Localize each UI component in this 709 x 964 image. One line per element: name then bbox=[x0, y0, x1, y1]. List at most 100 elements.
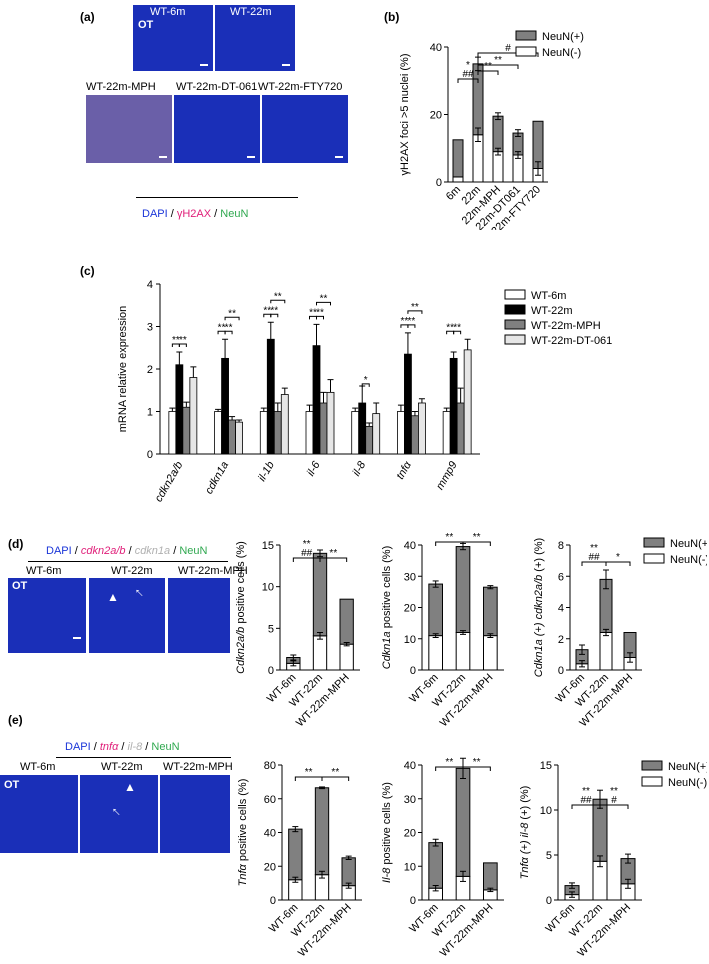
bar-wt-6m bbox=[214, 411, 222, 455]
y-tick-label: 8 bbox=[558, 540, 564, 552]
significance-bracket bbox=[477, 52, 539, 57]
tile-caption-a-dt061: WT-22m-DT-061 bbox=[176, 81, 258, 93]
y-tick-label: 80 bbox=[264, 760, 276, 772]
significance-label: ** bbox=[179, 335, 187, 346]
bar-wt-22m bbox=[175, 364, 184, 455]
y-axis-label-italic: Cdkn1a bbox=[381, 631, 393, 669]
bar-neun-pos bbox=[428, 583, 443, 637]
y-tick-label: 6 bbox=[558, 571, 564, 583]
bar-wt-22m-dt-061 bbox=[372, 413, 381, 455]
stain-legend-d: DAPI / cdkn2a/b / cdkn1a / NeuN bbox=[46, 545, 207, 557]
bar-neun-pos bbox=[455, 767, 471, 877]
legend-il8: il-8 bbox=[127, 741, 143, 753]
bar-wt-22m-mph bbox=[228, 419, 236, 455]
bar-wt-6m bbox=[168, 411, 177, 455]
y-tick-label: 3 bbox=[147, 322, 153, 334]
y-tick-label: 15 bbox=[540, 760, 552, 772]
bar-wt-22m bbox=[221, 357, 229, 455]
divider bbox=[28, 561, 228, 562]
significance-bracket bbox=[224, 316, 240, 321]
bar-wt-22m bbox=[312, 345, 321, 455]
legend-cdkn2ab: cdkn2a/b bbox=[80, 545, 126, 557]
significance-label: ** bbox=[172, 335, 180, 346]
significance-label: ## bbox=[462, 69, 474, 80]
y-tick-label: 30 bbox=[404, 571, 416, 583]
significance-label: ** bbox=[270, 305, 278, 316]
y-tick-label: 0 bbox=[436, 177, 442, 189]
significance-label: ** bbox=[411, 302, 419, 313]
y-axis-label: Tnfα positive cells (%) bbox=[237, 779, 249, 887]
significance-label: ** bbox=[473, 532, 481, 543]
microscopy-tile-a-wt6m: OT bbox=[133, 5, 213, 71]
legend-label: NeuN(-) bbox=[668, 777, 707, 789]
legend-neun: NeuN bbox=[151, 741, 180, 753]
tile-caption-d-mph: WT-22m-MPH bbox=[178, 565, 248, 577]
y-tick-label: 60 bbox=[264, 794, 276, 806]
tile-caption-a-fty720: WT-22m-FTY720 bbox=[258, 81, 343, 93]
legend-neun: NeuN bbox=[179, 545, 208, 557]
bar-wt-6m bbox=[442, 411, 451, 455]
legend-swatch bbox=[504, 319, 526, 330]
x-tick-label: il-1b bbox=[256, 460, 277, 484]
significance-label: * bbox=[616, 552, 620, 563]
significance-label: ** bbox=[309, 307, 317, 318]
legend-label: NeuN(-) bbox=[542, 47, 581, 59]
bar-neun-neg bbox=[428, 635, 443, 671]
significance-label: ** bbox=[446, 322, 454, 333]
y-axis-label-italic: Cdkn2a/b bbox=[235, 627, 247, 674]
panel-d-label: (d) bbox=[8, 537, 24, 551]
significance-bracket bbox=[270, 299, 286, 304]
y-tick-label: 5 bbox=[268, 623, 274, 635]
significance-label: ** bbox=[408, 316, 416, 327]
legend-dapi: DAPI bbox=[46, 545, 72, 557]
legend-swatch bbox=[643, 553, 665, 564]
bar-neun-neg bbox=[312, 635, 328, 671]
y-axis-label-rest: positive cells (%) bbox=[381, 546, 393, 632]
bar-neun-pos bbox=[314, 787, 330, 876]
tile-caption-e-wt22m: WT-22m bbox=[101, 761, 143, 773]
bar-wt-22m-dt-061 bbox=[280, 394, 289, 455]
y-tick-label: 2 bbox=[147, 364, 153, 376]
legend-h2ax: γH2AX bbox=[176, 208, 212, 220]
x-tick-label: cdkn1a bbox=[203, 460, 231, 497]
x-tick-label: tnfα bbox=[394, 459, 414, 482]
bar-neun-neg bbox=[599, 632, 613, 671]
y-tick-label: 0 bbox=[546, 895, 552, 907]
y-axis-label-rest: positive cells (%) bbox=[237, 779, 249, 865]
legend-dapi: DAPI bbox=[65, 741, 91, 753]
legend-label: NeuN(-) bbox=[670, 554, 707, 566]
significance-label: ** bbox=[494, 55, 502, 66]
panel-e-label: (e) bbox=[8, 713, 23, 727]
legend-label: NeuN(+) bbox=[670, 538, 707, 550]
bar-wt-22m bbox=[404, 353, 412, 455]
chart-b: 020406m22m22m-MPH22m-DT06122m-FTY720γH2A… bbox=[399, 30, 584, 230]
bar-wt-22m-mph bbox=[273, 411, 282, 455]
y-tick-label: 20 bbox=[404, 828, 416, 840]
legend-label: WT-22m-DT-061 bbox=[531, 335, 612, 347]
stain-legend-a: DAPI / γH2AX / NeuN bbox=[142, 208, 248, 220]
x-tick-label: il-6 bbox=[305, 459, 323, 478]
significance-label: * bbox=[364, 375, 368, 386]
y-tick-label: 4 bbox=[147, 279, 153, 291]
bar-wt-22m bbox=[358, 402, 367, 455]
y-tick-label: 10 bbox=[262, 582, 274, 594]
divider bbox=[136, 197, 298, 198]
bar-neun-pos bbox=[483, 586, 498, 637]
legend-swatch bbox=[641, 760, 663, 771]
bar-wt-6m bbox=[305, 411, 314, 455]
bar-neun-pos bbox=[452, 139, 464, 178]
significance-bracket bbox=[462, 766, 491, 771]
scale-bar bbox=[159, 156, 167, 158]
y-tick-label: 0 bbox=[410, 665, 416, 677]
significance-label: # bbox=[611, 795, 617, 806]
significance-label: ** bbox=[453, 322, 461, 333]
legend-swatch bbox=[504, 289, 526, 300]
scale-bar bbox=[335, 156, 343, 158]
legend-sep: / bbox=[90, 741, 100, 753]
y-tick-label: 40 bbox=[404, 760, 416, 772]
significance-label: ** bbox=[218, 322, 226, 333]
bar-wt-22m-mph bbox=[182, 406, 191, 455]
significance-bracket bbox=[316, 315, 324, 320]
